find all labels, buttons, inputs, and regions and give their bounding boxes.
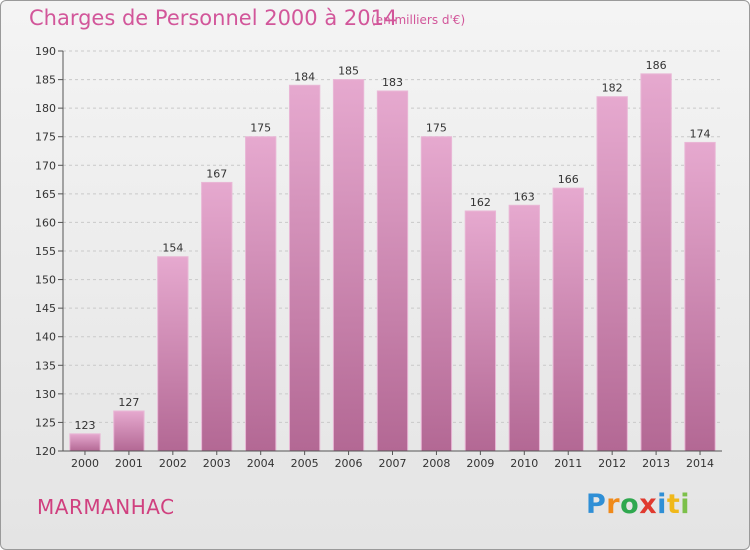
x-tick-label: 2003 [203, 457, 231, 470]
bar-value-label: 166 [558, 173, 579, 186]
y-tick-label: 135 [35, 359, 56, 372]
y-tick-label: 170 [35, 159, 56, 172]
bar [201, 181, 233, 452]
bar-value-label: 185 [338, 65, 359, 78]
bar-value-label: 167 [206, 167, 227, 180]
bar [464, 210, 497, 452]
x-tick-label: 2007 [379, 457, 407, 470]
y-tick-label: 190 [35, 45, 56, 58]
bar-value-label: 183 [382, 76, 403, 89]
x-tick-label: 2009 [466, 457, 494, 470]
x-tick-label: 2002 [159, 457, 187, 470]
bar [640, 73, 672, 452]
bar-value-label: 123 [74, 419, 95, 432]
bar [288, 84, 321, 452]
x-tick-label: 2013 [642, 457, 670, 470]
y-tick-label: 155 [35, 245, 56, 258]
bars [69, 73, 716, 452]
commune-name: MARMANHAC [37, 495, 175, 519]
logo-letter: x [639, 489, 658, 520]
y-tick-label: 160 [35, 216, 56, 229]
bar-value-label: 175 [426, 122, 447, 135]
bar-value-label: 163 [514, 190, 535, 203]
logo-letter: P [586, 489, 607, 520]
logo-letter: t [666, 489, 681, 520]
x-tick-label: 2014 [686, 457, 714, 470]
x-tick-label: 2001 [115, 457, 143, 470]
bar-value-label: 184 [294, 70, 315, 83]
y-tick-label: 180 [35, 102, 56, 115]
y-tick-label: 130 [35, 388, 56, 401]
x-tick-label: 2011 [554, 457, 582, 470]
bar-value-label: 174 [690, 127, 711, 140]
chart-subtitle: (en milliers d'€) [371, 13, 466, 27]
logo-letter: i [680, 489, 691, 520]
chart-title: Charges de Personnel 2000 à 2014 [29, 6, 398, 30]
y-tick-label: 150 [35, 274, 56, 287]
bar [684, 141, 716, 452]
y-tick-label: 175 [35, 131, 56, 144]
x-tick-label: 2005 [291, 457, 319, 470]
bar [420, 136, 453, 452]
bar [69, 433, 101, 452]
proxiti-logo: Proxiti [586, 489, 690, 520]
bar [157, 256, 189, 452]
logo-letter: o [620, 489, 640, 520]
y-axis: 120 125 130 135 140 145 150 155 160 165 170 175 180 1… [35, 45, 64, 458]
bar-value-label: 175 [250, 122, 271, 135]
x-tick-label: 2004 [247, 457, 275, 470]
bar-value-label: 154 [162, 242, 183, 255]
x-tick-label: 2010 [510, 457, 538, 470]
bar [552, 187, 584, 452]
bar [245, 136, 277, 452]
x-axis: 2000 2001 2002 2003 2004 2005 2006 2007 2008 2009… [63, 450, 722, 470]
y-tick-label: 185 [35, 74, 56, 87]
bar [113, 410, 145, 452]
logo-letter: i [657, 489, 667, 520]
y-tick-label: 120 [35, 445, 56, 458]
logo-letter: r [606, 489, 621, 520]
y-tick-label: 140 [35, 331, 56, 344]
bar-value-label: 127 [118, 396, 139, 409]
y-tick-label: 165 [35, 188, 56, 201]
bar-value-label: 186 [646, 59, 667, 72]
y-tick-label: 145 [35, 302, 56, 315]
bar [508, 204, 540, 452]
x-tick-label: 2012 [598, 457, 626, 470]
x-tick-label: 2008 [422, 457, 450, 470]
bar [332, 79, 365, 452]
bar [596, 96, 628, 452]
bar-value-label: 162 [470, 196, 491, 209]
bar-value-labels: 123 127 154 167 175 184 185 183 175 162 163 166 182 1… [74, 59, 710, 432]
x-tick-label: 2000 [71, 457, 99, 470]
bar-value-label: 182 [602, 82, 623, 95]
bar [376, 90, 409, 452]
y-tick-label: 125 [35, 416, 56, 429]
x-tick-label: 2006 [335, 457, 363, 470]
